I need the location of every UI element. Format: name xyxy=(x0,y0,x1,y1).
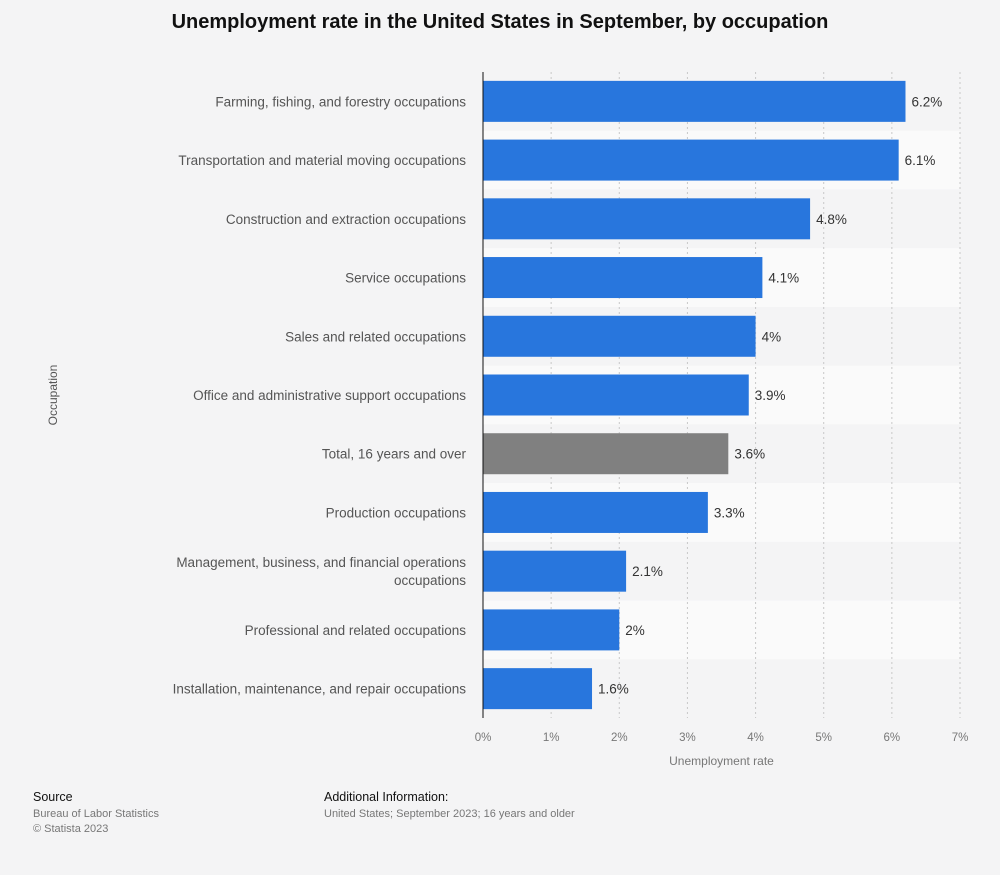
bar xyxy=(483,491,708,533)
x-tick-label: 0% xyxy=(475,732,492,744)
x-tick-label: 3% xyxy=(679,732,696,744)
bar xyxy=(483,198,811,240)
chart-title: Unemployment rate in the United States i… xyxy=(171,11,829,33)
value-label: 3.6% xyxy=(734,447,765,462)
category-label: Total, 16 years and over xyxy=(322,447,467,462)
bar xyxy=(483,668,593,710)
bar xyxy=(483,139,899,181)
value-label: 4.1% xyxy=(768,271,799,286)
value-label: 6.1% xyxy=(905,153,936,168)
bar-chart: Farming, fishing, and forestry occupatio… xyxy=(46,72,969,768)
additional-info-label: Additional Information: xyxy=(324,790,449,804)
category-label: Management, business, and financial oper… xyxy=(176,555,466,588)
bar xyxy=(483,80,906,122)
category-label: Transportation and material moving occup… xyxy=(178,153,466,168)
category-labels: Farming, fishing, and forestry occupatio… xyxy=(173,94,467,696)
source-line-2: © Statista 2023 xyxy=(33,823,109,835)
bar xyxy=(483,550,627,592)
x-axis-title: Unemployment rate xyxy=(669,754,774,768)
category-label: Sales and related occupations xyxy=(285,329,466,344)
x-tick-label: 6% xyxy=(884,732,901,744)
category-label: Construction and extraction occupations xyxy=(226,212,466,227)
source-label: Source xyxy=(33,790,73,804)
category-label: Farming, fishing, and forestry occupatio… xyxy=(215,94,466,109)
category-label: Office and administrative support occupa… xyxy=(193,388,466,403)
bar xyxy=(483,374,749,416)
category-label: Professional and related occupations xyxy=(245,623,467,638)
x-tick-label: 1% xyxy=(543,732,560,744)
category-label: Service occupations xyxy=(345,271,466,286)
additional-info-text: United States; September 2023; 16 years … xyxy=(324,808,575,820)
value-labels: 6.2% 6.1% 4.8% 4.1% 4% 3.9% 3.6% 3.3% 2.1% 2% 1.6% xyxy=(598,94,942,696)
x-tick-label: 5% xyxy=(815,732,832,744)
category-label: Production occupations xyxy=(326,505,467,520)
bar xyxy=(483,257,763,299)
source-line-1: Bureau of Labor Statistics xyxy=(33,808,159,820)
value-label: 2% xyxy=(625,623,645,638)
bar xyxy=(483,433,729,475)
value-label: 4% xyxy=(762,329,782,344)
x-tick-label: 2% xyxy=(611,732,628,744)
x-tick-labels: 0% 1% 2% 3% 4% 5% 6% 7% xyxy=(475,732,969,744)
value-label: 3.3% xyxy=(714,505,745,520)
bars xyxy=(483,80,906,710)
x-tick-label: 4% xyxy=(747,732,764,744)
value-label: 3.9% xyxy=(755,388,786,403)
category-label: Installation, maintenance, and repair oc… xyxy=(173,682,467,697)
bar xyxy=(483,315,756,357)
bar xyxy=(483,609,620,651)
value-label: 6.2% xyxy=(911,94,942,109)
x-tick-label: 7% xyxy=(952,732,969,744)
value-label: 1.6% xyxy=(598,682,629,697)
value-label: 2.1% xyxy=(632,564,663,579)
y-axis-title: Occupation xyxy=(46,365,60,426)
value-label: 4.8% xyxy=(816,212,847,227)
